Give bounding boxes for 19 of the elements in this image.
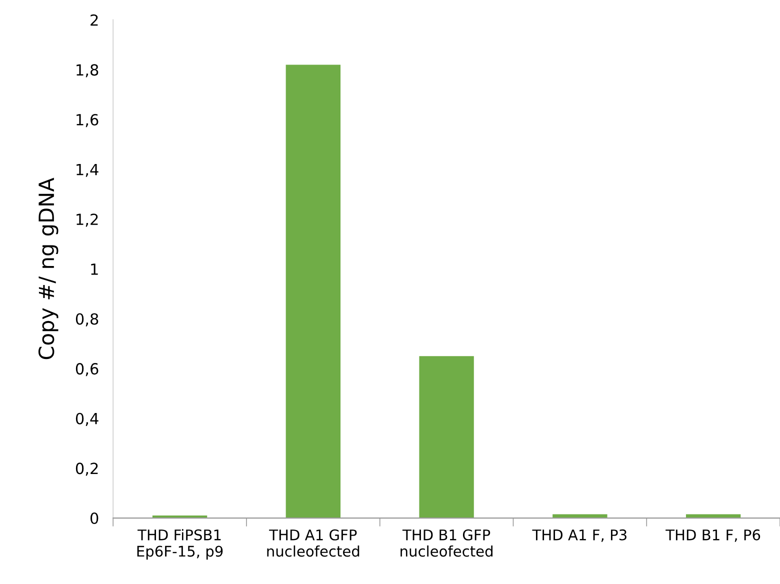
x-tick-label: THD B1 F, P6 — [666, 529, 760, 542]
y-tick-label: 0,2 — [76, 462, 98, 476]
bar — [419, 356, 474, 518]
y-tick-label: 1 — [91, 264, 98, 275]
y-axis-title: Copy #/ ng gDNA — [38, 178, 58, 360]
y-tick-label: 1,2 — [76, 214, 98, 227]
y-tick-label: 0,6 — [76, 363, 98, 376]
y-tick-label: 0 — [90, 512, 98, 524]
x-tick-label: THD A1 GFP nucleofected — [267, 529, 360, 557]
y-tick-label: 1,6 — [76, 114, 98, 128]
x-tick-label: THD FiPSB1 Ep6F-15, p9 — [137, 529, 223, 560]
bar — [286, 64, 341, 518]
y-tick-label: 2 — [90, 14, 98, 26]
y-tick-label: 1,4 — [76, 164, 98, 177]
x-tick-label: THD B1 GFP nucleofected — [400, 529, 492, 557]
y-tick-label: 0,8 — [76, 313, 98, 326]
y-tick-label: 0,4 — [76, 412, 98, 426]
y-tick-label: 1,8 — [76, 64, 98, 78]
x-tick-label: THD A1 F, P3 — [532, 529, 626, 542]
